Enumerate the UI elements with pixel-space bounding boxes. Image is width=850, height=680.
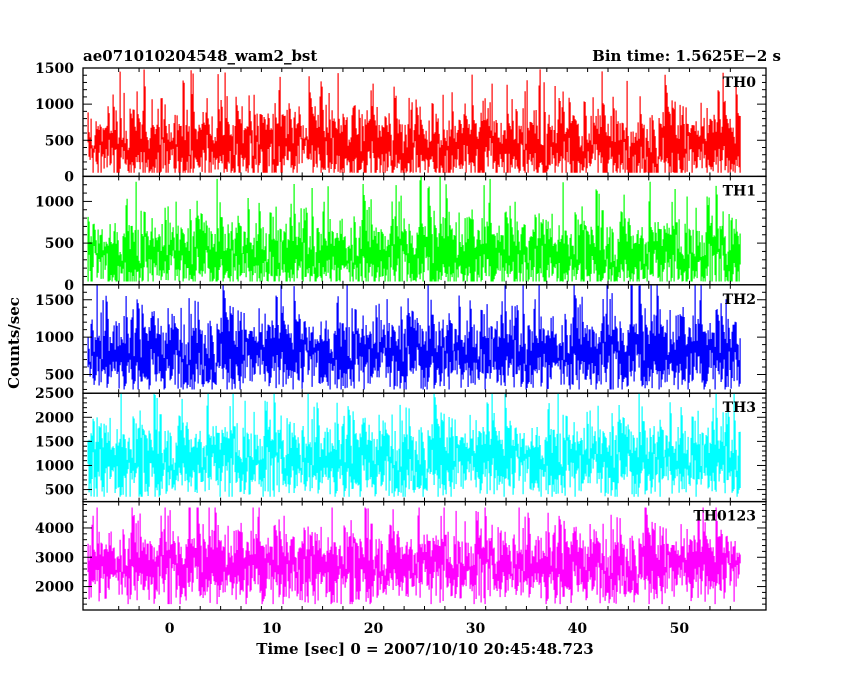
y-tick-label: 1500 [35, 434, 74, 450]
panel-label-th1: TH1 [723, 183, 756, 199]
x-tick-label: 40 [568, 621, 588, 637]
series-th3 [87, 393, 741, 497]
title-right: Bin time: 1.5625E−2 s [592, 47, 781, 65]
y-tick-label: 2000 [35, 580, 74, 596]
y-tick-label: 2500 [35, 386, 74, 402]
series-th2 [87, 284, 741, 390]
y-tick-label: 1000 [35, 97, 74, 113]
y-tick-label: 1000 [35, 330, 74, 346]
panel-label-th0123: TH0123 [693, 509, 756, 525]
y-tick-label: 1500 [35, 61, 74, 77]
x-tick-label: 0 [165, 621, 175, 637]
x-tick-label: 20 [364, 621, 384, 637]
y-tick-label: 500 [45, 368, 74, 384]
y-axis-label: Counts/sec [5, 297, 23, 389]
y-tick-label: 500 [45, 133, 74, 149]
series-th1 [87, 176, 741, 282]
y-tick-label: 2000 [35, 410, 74, 426]
y-tick-label: 3000 [35, 550, 74, 566]
x-axis-label: Time [sec] 0 = 2007/10/10 20:45:48.723 [256, 640, 593, 658]
y-tick-label: 500 [45, 483, 74, 499]
panel-label-th3: TH3 [723, 400, 756, 416]
x-tick-label: 30 [466, 621, 486, 637]
y-tick-label: 1000 [35, 458, 74, 474]
title-left: ae071010204548_wam2_bst [83, 47, 317, 65]
panel-label-th2: TH2 [723, 292, 756, 308]
y-tick-label: 4000 [35, 521, 74, 537]
x-tick-label: 50 [670, 621, 690, 637]
x-tick-label: 10 [262, 621, 282, 637]
y-tick-label: 1000 [35, 194, 74, 210]
y-tick-label: 0 [64, 169, 74, 185]
series-th0 [87, 69, 741, 173]
y-tick-label: 0 [64, 278, 74, 294]
series-th0123 [87, 507, 741, 605]
y-tick-label: 1500 [35, 293, 74, 309]
y-tick-label: 500 [45, 236, 74, 252]
panel-label-th0: TH0 [723, 75, 757, 91]
